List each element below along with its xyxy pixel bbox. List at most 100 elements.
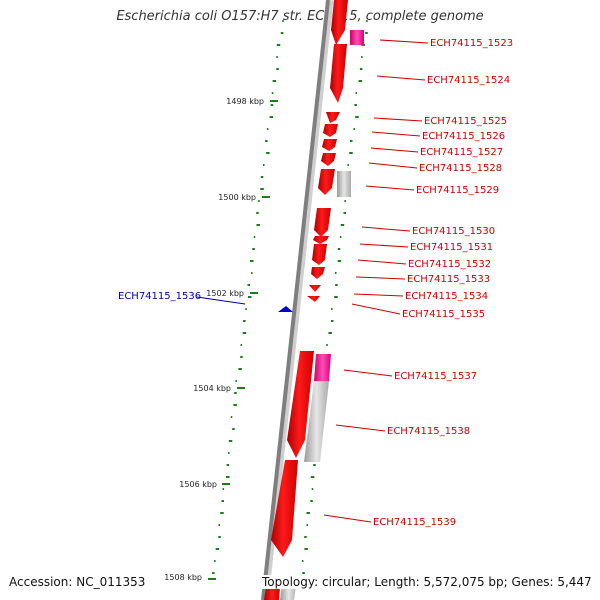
gene-label-1532[interactable]: ECH74115_1532 — [408, 259, 491, 270]
gc-dot — [226, 476, 230, 478]
gc-dot — [270, 104, 274, 106]
gc-dot — [260, 176, 264, 178]
gene-arrow-1537[interactable] — [287, 351, 314, 458]
map-title: Escherichia coli O157:H7 str. EC4115, co… — [116, 9, 484, 24]
gc-dot — [276, 44, 281, 46]
gc-dot — [350, 140, 353, 142]
leader-1534 — [353, 293, 404, 297]
gc-dot — [306, 524, 308, 526]
gc-dot — [266, 152, 270, 154]
gc-dot — [310, 500, 313, 502]
topology-label: Topology: — [262, 575, 319, 589]
gc-dot — [214, 560, 216, 562]
gene-arrow-1527[interactable] — [322, 139, 337, 151]
gc-dot — [276, 56, 278, 58]
gc-dot — [256, 212, 259, 214]
leader-1532 — [357, 259, 407, 265]
gc-dot — [230, 416, 233, 418]
gene-feature-grey-2[interactable] — [304, 381, 329, 462]
gc-dot — [263, 164, 265, 166]
gene-arrow-1524[interactable] — [330, 44, 347, 103]
genes-value: 5,447 — [557, 575, 592, 589]
gene-label-1538[interactable]: ECH74115_1538 — [387, 426, 470, 437]
gene-arrow-1523[interactable] — [331, 0, 348, 45]
accession-info: Accession: NC_011353 — [9, 575, 150, 589]
tick-label-1506: 1506 kbp — [179, 480, 217, 489]
gene-label-1526[interactable]: ECH74115_1526 — [422, 131, 505, 142]
leader-1538 — [335, 424, 386, 432]
gc-dot — [240, 356, 243, 358]
gc-dot — [326, 344, 328, 346]
gene-arrow-1525[interactable] — [326, 112, 340, 123]
gene-feature-grey[interactable] — [337, 171, 351, 197]
gene-label-1527[interactable]: ECH74115_1527 — [420, 147, 503, 158]
length-value: 5,572,075 bp — [423, 575, 504, 589]
gc-dot — [339, 236, 342, 238]
gc-dot — [243, 320, 246, 322]
gc-dot — [245, 308, 247, 310]
gene-arrow-1533[interactable] — [311, 267, 325, 279]
accession-value: NC_011353 — [76, 575, 146, 589]
gene-label-1528[interactable]: ECH74115_1528 — [419, 163, 502, 174]
gene-arrow-1529[interactable] — [318, 169, 335, 195]
gene-arrow-1528[interactable] — [321, 153, 336, 166]
gc-content-track — [212, 20, 284, 574]
tick-label-1498: 1498 kbp — [226, 97, 264, 106]
gc-dot — [353, 128, 355, 130]
topology-value: circular — [321, 575, 367, 589]
gc-dot — [251, 272, 253, 274]
rrna-feature[interactable] — [350, 30, 364, 45]
gc-dot — [306, 512, 310, 514]
gene-label-1531[interactable]: ECH74115_1531 — [410, 242, 493, 253]
gc-dot — [234, 392, 237, 394]
leader-1529 — [365, 185, 415, 191]
gc-dot — [252, 248, 255, 250]
gc-dot — [334, 296, 338, 298]
gene-label-1530[interactable]: ECH74115_1530 — [412, 226, 495, 237]
gc-dot — [304, 536, 307, 538]
gc-dot — [302, 572, 305, 574]
gc-dot — [335, 284, 338, 286]
gene-arrow-1532[interactable] — [312, 244, 327, 265]
genome-summary: Topology: circular; Length: 5,572,075 bp… — [260, 575, 594, 589]
gc-dot — [311, 488, 314, 490]
gc-dot — [266, 128, 269, 130]
gc-dot — [269, 116, 274, 118]
gene-label-1523[interactable]: ECH74115_1523 — [430, 38, 513, 49]
leader-1530 — [361, 226, 411, 232]
leader-1539 — [323, 514, 372, 523]
leader-1523 — [379, 39, 429, 44]
length-label: Length: — [374, 575, 420, 589]
gene-label-1534[interactable]: ECH74115_1534 — [405, 291, 488, 302]
gene-label-1539[interactable]: ECH74115_1539 — [373, 517, 456, 528]
leader-1526 — [371, 131, 421, 137]
gene-arrow-1536[interactable] — [278, 306, 293, 312]
gene-arrow-1531[interactable] — [313, 236, 329, 244]
gene-label-1524[interactable]: ECH74115_1524 — [427, 75, 510, 86]
gene-label-1525[interactable]: ECH74115_1525 — [424, 116, 507, 127]
leader-1535 — [351, 303, 401, 315]
gene-arrow-1526[interactable] — [323, 124, 338, 137]
gc-dot — [354, 104, 357, 106]
gene-arrow-1535[interactable] — [307, 296, 320, 302]
gc-dot — [331, 320, 334, 322]
gene-arrow-1538[interactable] — [271, 460, 298, 557]
gc-dot — [253, 236, 256, 238]
genes-label: Genes: — [511, 575, 554, 589]
gc-dot — [276, 68, 279, 70]
gene-arrow-1534[interactable] — [309, 285, 321, 292]
gene-label-1535[interactable]: ECH74115_1535 — [402, 309, 485, 320]
gene-arrow-1530[interactable] — [314, 208, 331, 237]
gc-dot — [304, 548, 308, 550]
rrna-feature-2[interactable] — [314, 354, 331, 381]
gc-dot — [280, 32, 284, 34]
gc-dot — [313, 464, 316, 466]
scale-ticks: 1498 kbp 1500 kbp 1502 kbp 1504 kbp 1506… — [164, 97, 278, 582]
gene-label-1537[interactable]: ECH74115_1537 — [394, 371, 477, 382]
gene-label-1529[interactable]: ECH74115_1529 — [416, 185, 499, 196]
tick-label-1504: 1504 kbp — [193, 384, 231, 393]
gene-label-1533[interactable]: ECH74115_1533 — [407, 274, 490, 285]
gene-label-1536[interactable]: ECH74115_1536 — [118, 291, 201, 302]
gc-dot — [250, 260, 254, 262]
